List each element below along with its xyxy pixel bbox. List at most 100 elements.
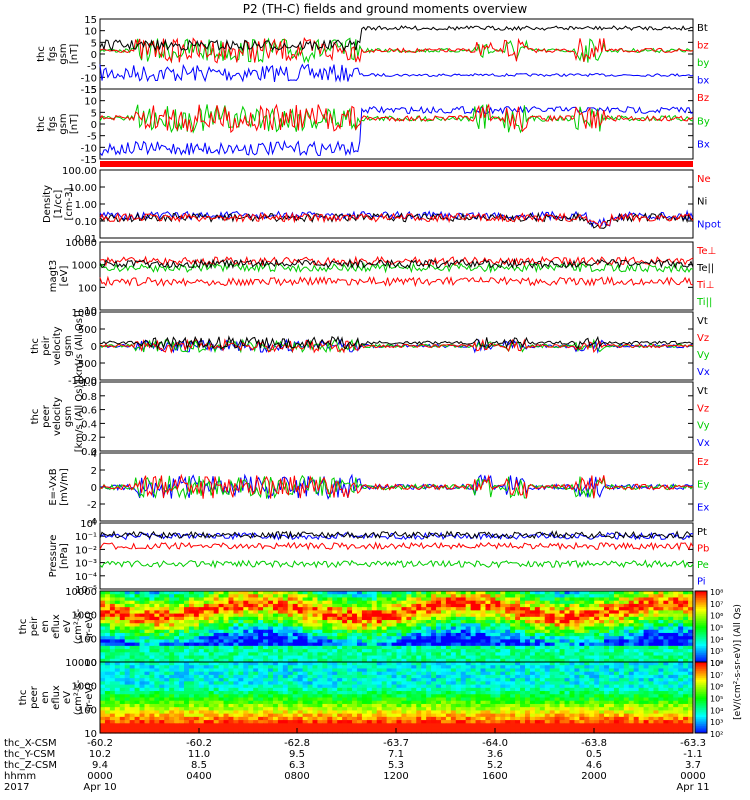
heatmap-cell — [144, 703, 151, 708]
heatmap-cell — [381, 665, 388, 670]
heatmap-cell — [104, 616, 111, 621]
heatmap-cell — [174, 684, 180, 689]
heatmap-cell — [396, 632, 403, 637]
heatmap-cell — [332, 687, 338, 692]
heatmap-cell — [653, 700, 660, 705]
heatmap-cell — [312, 687, 319, 692]
legend-label: Pi — [697, 577, 706, 588]
heatmap-cell — [688, 597, 694, 602]
heatmap-cell — [623, 668, 630, 673]
heatmap-cell — [144, 713, 151, 718]
heatmap-cell — [673, 671, 679, 676]
heatmap-cell — [658, 620, 664, 624]
heatmap-cell — [549, 713, 556, 718]
heatmap-cell — [322, 671, 328, 676]
heatmap-cell — [238, 620, 244, 624]
heatmap-cell — [440, 613, 447, 618]
heatmap-cell — [184, 674, 190, 679]
heatmap-cell — [618, 632, 625, 637]
heatmap-cell — [282, 645, 289, 650]
heatmap-cell — [347, 603, 353, 608]
heatmap-cell — [628, 713, 635, 718]
heatmap-cell — [421, 594, 427, 599]
heatmap-cell — [529, 655, 536, 660]
heatmap-cell — [559, 597, 566, 602]
heatmap-cell — [184, 655, 190, 660]
heatmap-cell — [258, 607, 264, 611]
heatmap-cell — [104, 639, 111, 644]
heatmap-cell — [421, 649, 427, 653]
heatmap-cell — [317, 687, 323, 692]
heatmap-cell — [332, 636, 338, 641]
heatmap-cell — [322, 681, 328, 686]
heatmap-cell — [421, 603, 427, 608]
heatmap-cell — [495, 684, 501, 689]
heatmap-cell — [564, 600, 571, 605]
heatmap-cell — [559, 639, 566, 644]
heatmap-cell — [139, 691, 146, 695]
heatmap-cell — [510, 642, 516, 647]
heatmap-cell — [386, 658, 393, 663]
heatmap-cell — [628, 694, 635, 699]
heatmap-cell — [623, 591, 630, 595]
heatmap-cell — [604, 597, 610, 602]
heatmap-cell — [529, 620, 536, 624]
heatmap-cell — [188, 674, 195, 679]
heatmap-cell — [312, 703, 319, 708]
heatmap-cell — [332, 603, 338, 608]
heatmap-cell — [411, 610, 417, 615]
heatmap-cell — [213, 600, 220, 605]
heatmap-cell — [272, 655, 279, 660]
heatmap-cell — [480, 655, 487, 660]
heatmap-cell — [559, 623, 566, 628]
heatmap-cell — [623, 658, 630, 663]
heatmap-cell — [683, 613, 689, 618]
heatmap-cell — [658, 607, 664, 611]
heatmap-cell — [515, 594, 521, 599]
heatmap-cell — [347, 665, 353, 670]
heatmap-cell — [524, 616, 531, 621]
heatmap-cell — [302, 671, 309, 676]
heatmap-cell — [277, 652, 284, 657]
heatmap-cell — [184, 713, 190, 718]
heatmap-cell — [307, 603, 314, 608]
heatmap-cell — [376, 662, 383, 666]
heatmap-cell — [411, 639, 417, 644]
heatmap-cell — [460, 684, 467, 689]
heatmap-cell — [401, 681, 407, 686]
heatmap-cell — [253, 655, 259, 660]
heatmap-cell — [529, 687, 536, 692]
heatmap-cell — [426, 597, 432, 602]
heatmap-cell — [223, 623, 230, 628]
heatmap-cell — [668, 674, 674, 679]
heatmap-cell — [549, 591, 556, 595]
heatmap-cell — [356, 645, 363, 650]
heatmap-cell — [352, 636, 358, 641]
heatmap-cell — [282, 703, 289, 708]
heatmap-cell — [144, 613, 151, 618]
heatmap-cell — [688, 594, 694, 599]
heatmap-cell — [253, 610, 259, 615]
heatmap-cell — [623, 620, 630, 624]
heatmap-cell — [495, 665, 501, 670]
heatmap-cell — [263, 691, 269, 695]
heatmap-cell — [445, 691, 452, 695]
heatmap-cell — [436, 623, 442, 628]
y-axis-label: thc — [18, 690, 29, 706]
heatmap-cell — [445, 674, 452, 679]
heatmap-cell — [406, 655, 412, 660]
y-axis-label: sr-eV) — [84, 683, 95, 712]
heatmap-cell — [218, 652, 225, 657]
heatmap-cell — [352, 610, 358, 615]
heatmap-cell — [238, 642, 244, 647]
heatmap-cell — [544, 687, 551, 692]
heatmap-cell — [248, 613, 254, 618]
heatmap-cell — [263, 649, 269, 653]
heatmap-cell — [579, 623, 585, 628]
heatmap-cell — [371, 613, 378, 618]
heatmap-cell — [490, 645, 496, 650]
heatmap-cell — [243, 665, 249, 670]
heatmap-cell — [431, 626, 437, 631]
heatmap-cell — [406, 684, 412, 689]
heatmap-cell — [332, 691, 338, 695]
